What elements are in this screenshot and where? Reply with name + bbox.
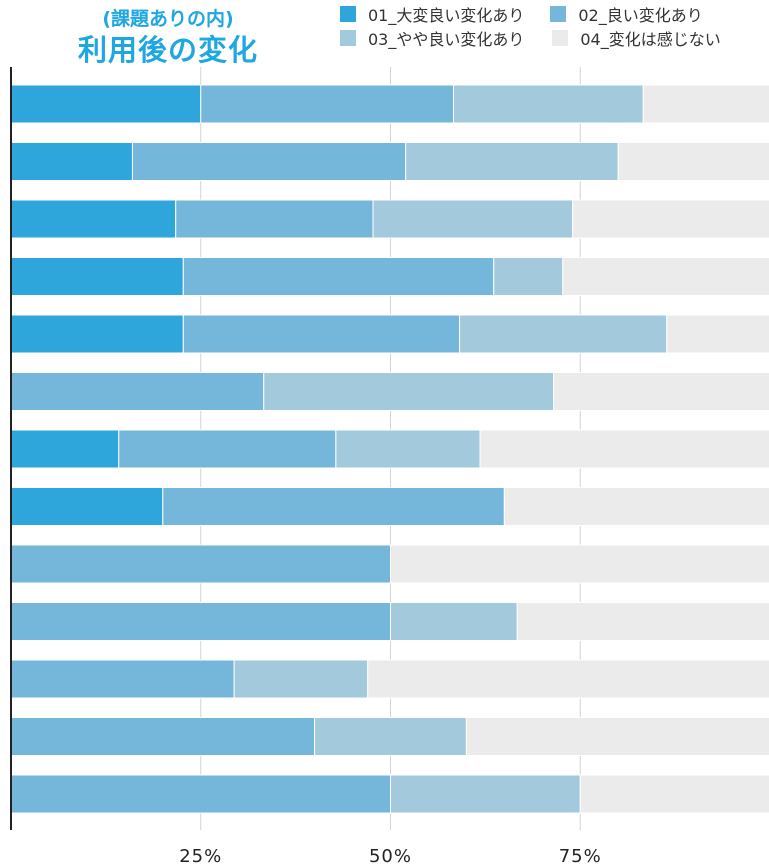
bar-row2-series3[interactable]: [405, 142, 619, 181]
bar-row7-series3[interactable]: [335, 429, 481, 469]
legend-row-2: 03_やや良い変化あり 04_変化は感じない: [340, 26, 769, 50]
bar-row12-series4[interactable]: [465, 717, 769, 756]
bar-row13-series2[interactable]: [10, 774, 391, 814]
x-tick-label-0: 25%: [179, 846, 222, 864]
legend-swatch-04: [552, 30, 569, 46]
bar-row13-series4[interactable]: [579, 774, 769, 814]
legend-label-03: 03_やや良い変化あり: [368, 30, 525, 49]
bar-row4-series1[interactable]: [10, 257, 184, 296]
legend-label-01: 01_大変良い変化あり: [368, 6, 525, 25]
bar-row8-series1[interactable]: [10, 487, 164, 526]
bar-row5-series2[interactable]: [182, 314, 461, 354]
bar-row9-series2[interactable]: [10, 544, 391, 584]
bar-row13-series3[interactable]: [390, 774, 581, 814]
legend-item-01[interactable]: 01_大変良い変化あり: [340, 2, 524, 26]
bar-row3-series3[interactable]: [372, 199, 574, 239]
legend-label-04: 04_変化は感じない: [580, 30, 721, 49]
legend-label-02: 02_良い変化あり: [578, 6, 703, 25]
bar-row2-series2[interactable]: [131, 142, 407, 181]
chart-title-block: (課題ありの内) 利用後の変化: [58, 6, 278, 68]
bar-row5-series3[interactable]: [459, 314, 668, 354]
bar-row6-series4[interactable]: [553, 372, 769, 411]
bar-row10-series4[interactable]: [516, 602, 769, 641]
legend-swatch-03: [340, 30, 356, 46]
bar-row2-series1[interactable]: [10, 142, 133, 181]
bar-row2-series4[interactable]: [617, 142, 769, 181]
bar-row11-series3[interactable]: [233, 659, 369, 699]
bar-row5-series1[interactable]: [10, 314, 184, 354]
bar-row10-series2[interactable]: [10, 602, 391, 641]
bar-row7-series4[interactable]: [479, 429, 769, 469]
bar-row11-series2[interactable]: [10, 659, 235, 699]
legend-item-04[interactable]: 04_変化は感じない: [552, 26, 721, 50]
bar-row10-series3[interactable]: [390, 602, 518, 641]
bar-row7-series1[interactable]: [10, 429, 120, 469]
bar-row1-series4[interactable]: [642, 84, 769, 124]
chart-subtitle: (課題ありの内): [102, 8, 234, 30]
legend-item-02[interactable]: 02_良い変化あり: [550, 2, 703, 26]
ticks-layer: 25% 50% 75%: [179, 846, 602, 864]
bar-row12-series2[interactable]: [10, 717, 316, 756]
bar-row12-series3[interactable]: [314, 717, 467, 756]
bar-row8-series4[interactable]: [503, 487, 769, 526]
legend-item-03[interactable]: 03_やや良い変化あり: [340, 26, 524, 50]
bar-row6-series2[interactable]: [10, 372, 265, 411]
bar-row7-series2[interactable]: [118, 429, 337, 469]
bar-row4-series3[interactable]: [493, 257, 564, 296]
bar-row8-series2[interactable]: [162, 487, 505, 526]
legend-swatch-02: [550, 6, 567, 22]
bar-row3-series4[interactable]: [572, 199, 769, 239]
bar-row1-series2[interactable]: [200, 84, 454, 124]
bar-row1-series3[interactable]: [452, 84, 644, 124]
bar-row4-series4[interactable]: [562, 257, 769, 296]
x-tick-label-2: 75%: [559, 846, 602, 864]
bar-row3-series2[interactable]: [175, 199, 374, 239]
bar-row11-series4[interactable]: [367, 659, 769, 699]
legend-swatch-01: [340, 6, 356, 22]
legend-row-1: 01_大変良い変化あり 02_良い変化あり: [340, 2, 769, 26]
bar-row5-series4[interactable]: [666, 314, 769, 354]
bar-row1-series1[interactable]: [10, 84, 202, 124]
chart-title: 利用後の変化: [77, 33, 258, 67]
bars-layer: [10, 84, 769, 814]
x-tick-label-1: 50%: [369, 846, 412, 864]
bar-row3-series1[interactable]: [10, 199, 177, 239]
chart-legend: 01_大変良い変化あり 02_良い変化あり 03_やや良い変化あり 04_変化は…: [340, 2, 769, 50]
bar-row4-series2[interactable]: [182, 257, 495, 296]
bar-row6-series3[interactable]: [263, 372, 555, 411]
bar-row9-series4[interactable]: [390, 544, 769, 584]
